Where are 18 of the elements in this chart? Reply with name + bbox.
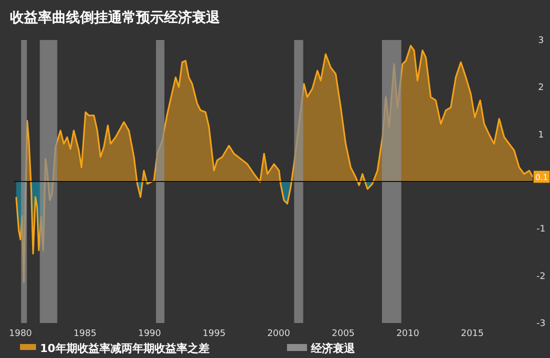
x-tick-label: 2010 — [396, 329, 420, 339]
y-tick-label: 2 — [538, 83, 544, 94]
legend-label: 经济衰退 — [310, 342, 356, 355]
y-tick-label: -3 — [536, 319, 546, 329]
x-tick-label: 1980 — [9, 329, 32, 339]
x-tick-label: 2000 — [267, 329, 290, 339]
y-tick-label: -2 — [536, 272, 546, 282]
y-tick-label: 1 — [538, 130, 544, 140]
x-tick-label: 1990 — [138, 329, 162, 339]
y-tick-label: -1 — [536, 224, 546, 235]
annotation: 0.1 — [535, 172, 548, 182]
x-tick-label: 1995 — [202, 329, 226, 339]
legend-label: 10年期收益率减两年期收益率之差 — [40, 342, 210, 355]
x-tick-label: 1985 — [74, 329, 96, 339]
y-tick-label: 3 — [538, 36, 544, 46]
chart-title: 收益率曲线倒挂通常预示经济衰退 — [10, 9, 221, 26]
x-tick-label: 2015 — [460, 329, 484, 339]
x-tick-label: 2005 — [332, 329, 355, 339]
